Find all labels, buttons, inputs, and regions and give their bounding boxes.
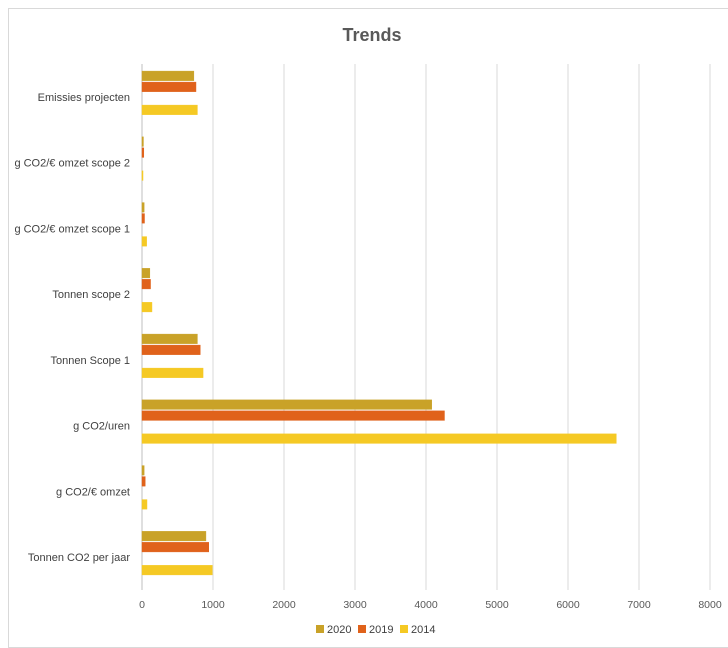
bar-2014	[141, 170, 144, 181]
x-tick-label: 5000	[485, 599, 509, 611]
category-labels: Emissies projecten g CO2/€ omzet scope 2 g…	[14, 92, 130, 564]
category-label: Tonnen CO2 per jaar	[28, 552, 130, 564]
category-label: g CO2/€ omzet scope 1	[14, 223, 130, 235]
category-label: Tonnen Scope 1	[50, 355, 130, 367]
bar-2020	[141, 333, 198, 344]
bars	[141, 70, 617, 576]
x-tick-label: 1000	[201, 599, 225, 611]
x-tick-label: 3000	[343, 599, 367, 611]
bar-2020	[141, 70, 195, 81]
bar-2019	[141, 410, 445, 421]
legend-label: 2019	[369, 624, 393, 636]
bar-2019	[141, 147, 145, 158]
bar-2014	[141, 499, 148, 510]
x-tick-label: 7000	[627, 599, 651, 611]
legend-swatch-2020	[316, 625, 324, 633]
bar-2014	[141, 433, 617, 444]
legend-swatch-2014	[400, 625, 408, 633]
bar-2020	[141, 136, 144, 147]
chart-frame	[8, 8, 728, 648]
x-tick-label: 2000	[272, 599, 296, 611]
bar-2020	[141, 531, 207, 542]
category-label: g CO2/€ omzet	[56, 486, 130, 498]
bar-2020	[141, 465, 145, 476]
category-label: Tonnen scope 2	[52, 289, 130, 301]
bar-2014	[141, 302, 153, 313]
legend-swatch-2019	[358, 625, 366, 633]
x-tick-label: 0	[139, 599, 145, 611]
bar-2014	[141, 367, 204, 378]
legend-label: 2014	[411, 624, 435, 636]
bar-2014	[141, 565, 213, 576]
x-tick-labels: 0 1000 2000 3000 4000 5000 6000 7000 8000	[139, 599, 722, 611]
legend: 2020 2019 2014	[316, 624, 435, 636]
bar-2019	[141, 344, 201, 355]
x-tick-label: 8000	[698, 599, 722, 611]
bar-2019	[141, 81, 197, 92]
bar-2019	[141, 476, 146, 487]
bar-2014	[141, 236, 147, 247]
x-tick-label: 4000	[414, 599, 438, 611]
category-label: g CO2/€ omzet scope 2	[14, 158, 130, 170]
bar-2020	[141, 202, 145, 213]
bar-2020	[141, 399, 432, 410]
x-tick-label: 6000	[556, 599, 580, 611]
bar-2019	[141, 279, 151, 290]
category-label: Emissies projecten	[38, 92, 130, 104]
chart-title: Trends	[342, 25, 401, 45]
bar-2019	[141, 213, 145, 224]
bar-2014	[141, 104, 198, 115]
gridlines	[141, 64, 711, 590]
bar-2020	[141, 268, 151, 279]
legend-label: 2020	[327, 624, 351, 636]
bar-2019	[141, 542, 209, 553]
category-label: g CO2/uren	[73, 421, 130, 433]
